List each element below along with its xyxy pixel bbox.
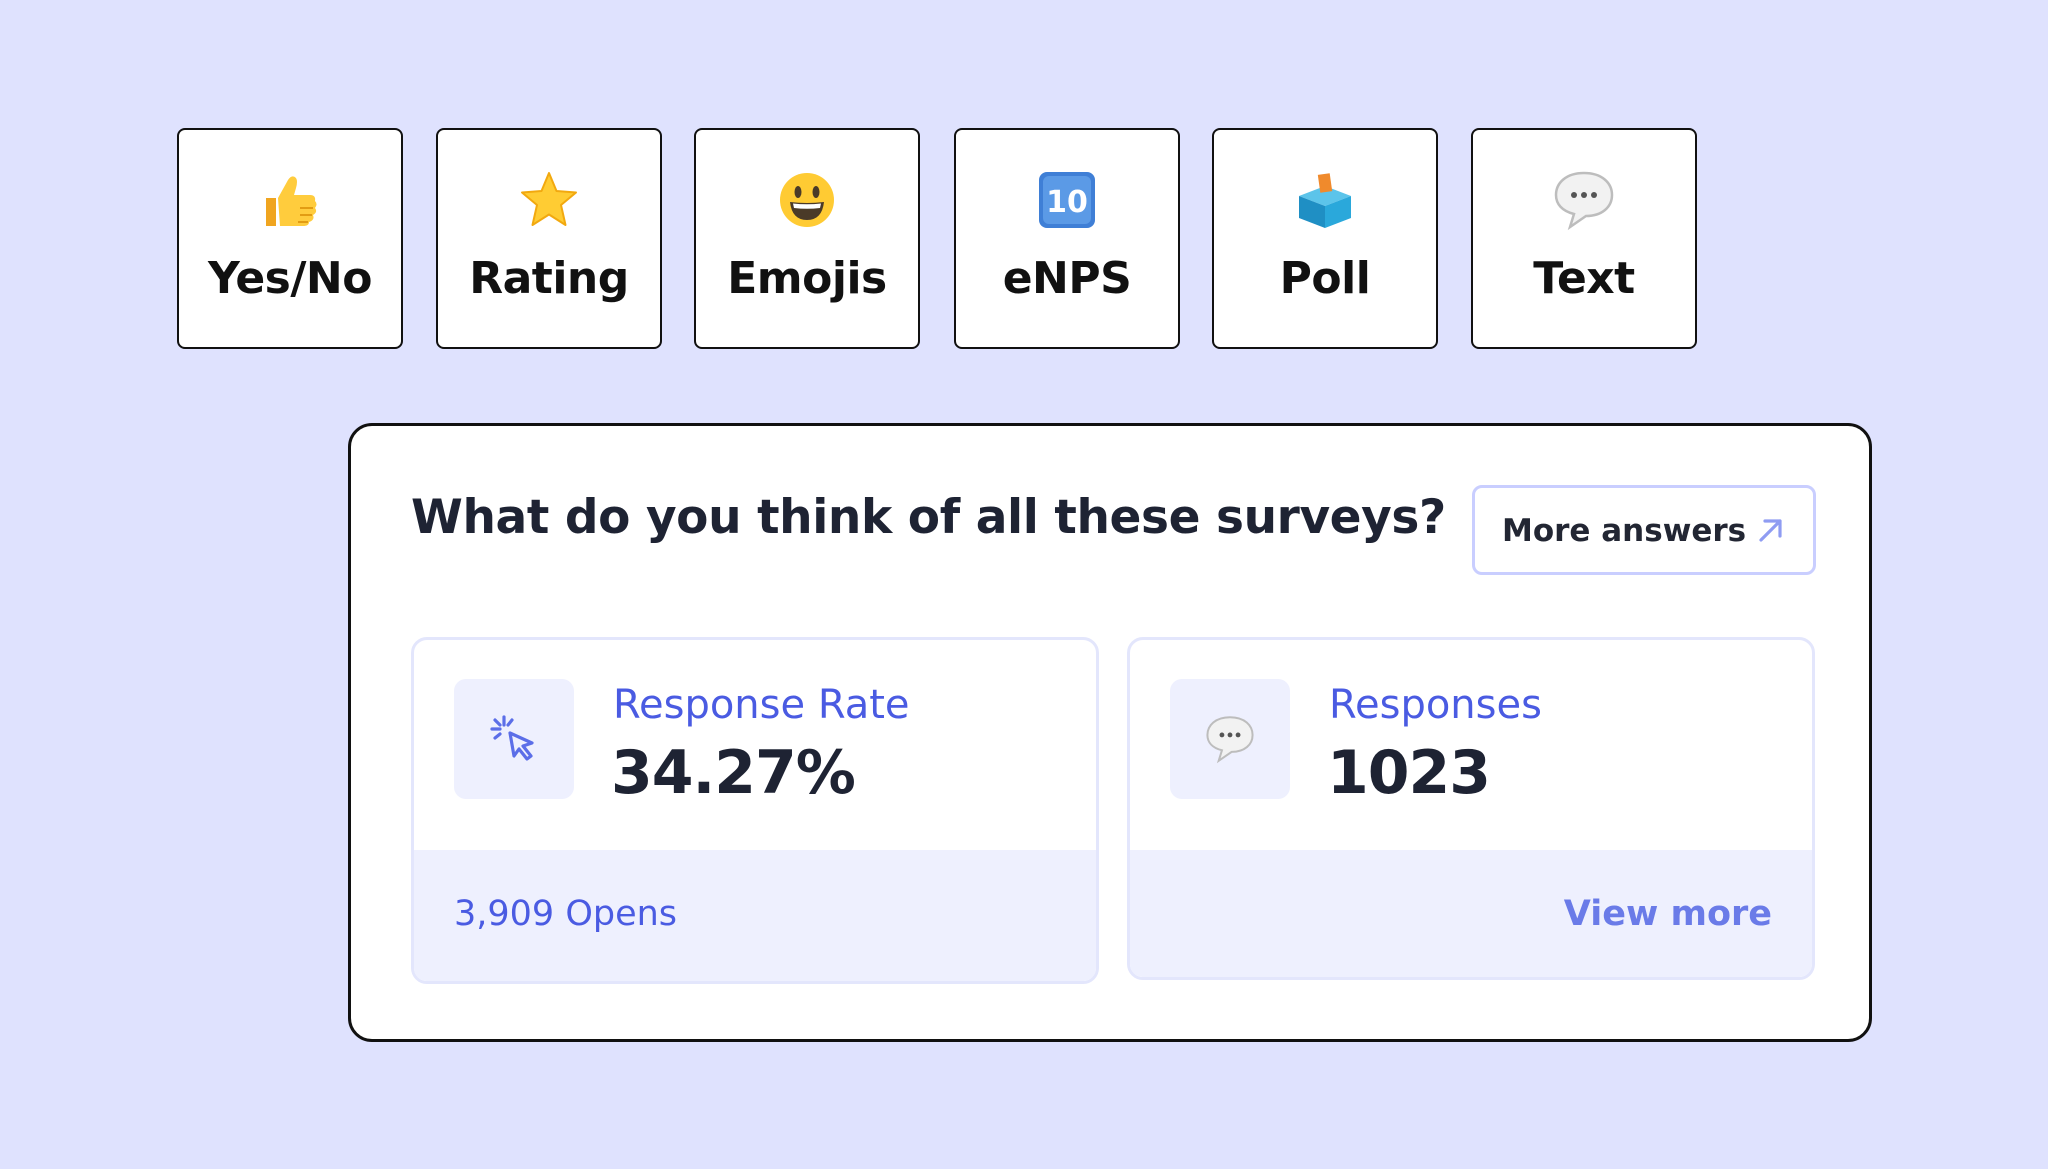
thumbs-up-icon [179, 164, 401, 236]
survey-type-rating[interactable]: Rating [436, 128, 662, 349]
speech-bubble-icon [1170, 679, 1290, 799]
more-answers-button[interactable]: More answers [1472, 485, 1816, 575]
response-rate-panel: Response Rate 34.27% 3,909 Opens [411, 637, 1099, 984]
survey-type-label: eNPS [1002, 253, 1132, 304]
opens-count: 3,909 Opens [454, 894, 678, 934]
responses-footer: View more [1130, 850, 1812, 977]
survey-type-label: Rating [469, 253, 629, 304]
keycap-ten-icon: 10 [956, 164, 1178, 236]
responses-label: Responses [1329, 682, 1542, 728]
response-rate-label: Response Rate [613, 682, 910, 728]
survey-type-label: Emojis [727, 253, 887, 304]
survey-type-text[interactable]: Text [1471, 128, 1697, 349]
speech-bubble-icon [1473, 164, 1695, 236]
survey-type-poll[interactable]: Poll [1212, 128, 1438, 349]
responses-value: 1023 [1327, 738, 1491, 808]
survey-type-emojis[interactable]: Emojis [694, 128, 920, 349]
arrow-up-right-icon [1759, 519, 1782, 542]
keycap-ten-text: 10 [1046, 185, 1088, 220]
survey-question: What do you think of all these surveys? [411, 490, 1446, 545]
survey-type-yes-no[interactable]: Yes/No [177, 128, 403, 349]
response-rate-footer: 3,909 Opens [414, 850, 1096, 981]
survey-result-card: What do you think of all these surveys? … [348, 423, 1872, 1042]
more-answers-label: More answers [1502, 513, 1747, 549]
response-rate-value: 34.27% [611, 738, 856, 808]
survey-type-label: Yes/No [208, 253, 372, 304]
ballot-box-icon [1214, 164, 1436, 236]
star-icon [438, 164, 660, 236]
view-more-link[interactable]: View more [1563, 894, 1772, 934]
survey-type-label: Text [1533, 253, 1635, 304]
survey-type-label: Poll [1279, 253, 1371, 304]
cursor-click-icon [454, 679, 574, 799]
responses-panel: Responses 1023 View more [1127, 637, 1815, 980]
survey-type-enps[interactable]: 10 eNPS [954, 128, 1180, 349]
smiley-face-icon [696, 164, 918, 236]
